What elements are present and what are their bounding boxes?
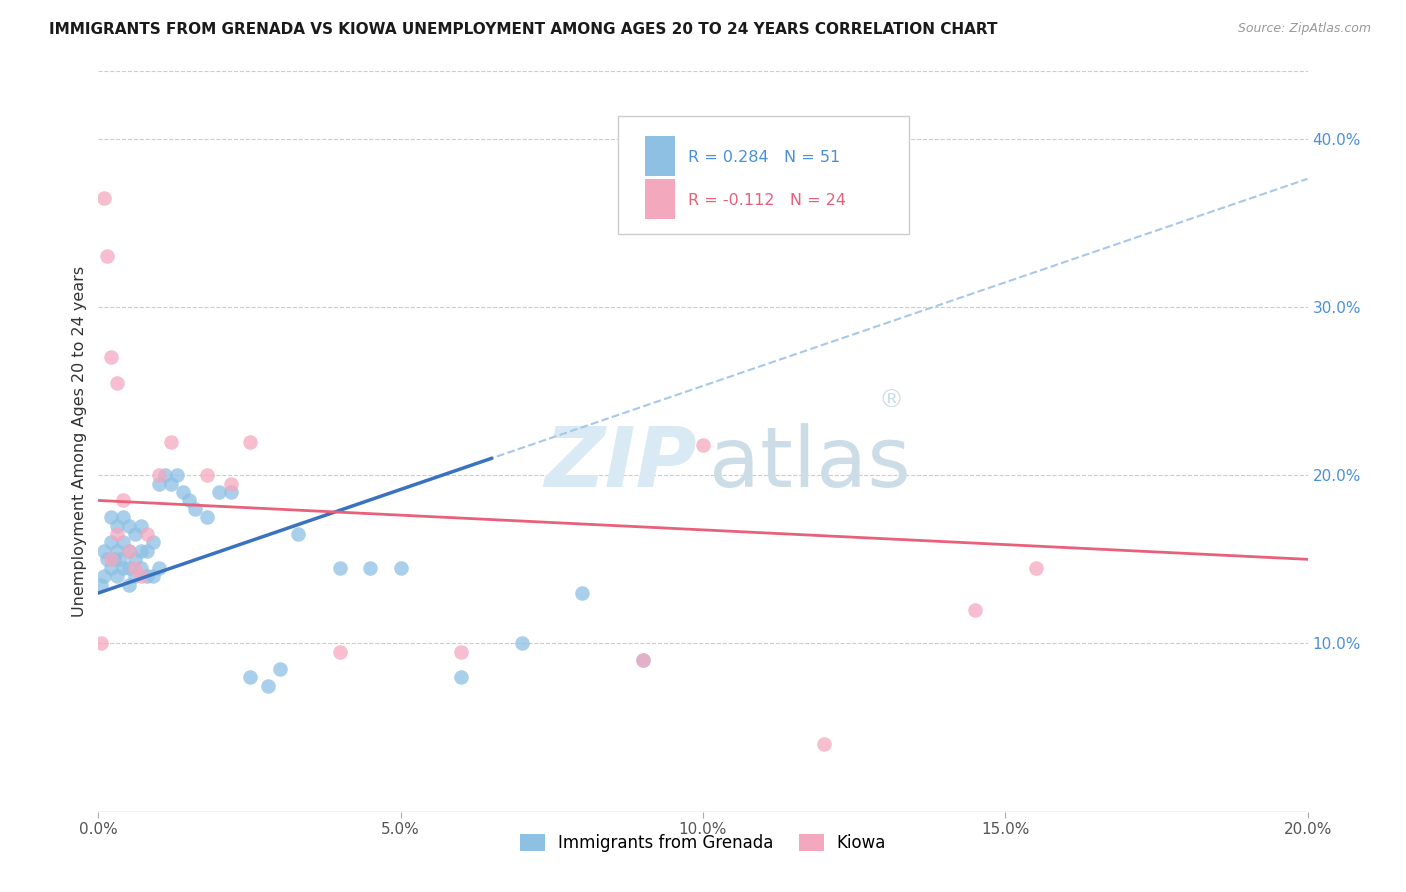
FancyBboxPatch shape (619, 116, 908, 235)
Point (239, 670, 262, 684)
Point (111, 510, 134, 524)
Point (208, 485, 231, 500)
Point (965, 603, 987, 617)
Text: atlas: atlas (709, 423, 911, 504)
Text: R = 0.284   N = 51: R = 0.284 N = 51 (689, 151, 841, 166)
Point (631, 653, 654, 667)
Point (90, 577, 112, 591)
Point (172, 485, 194, 500)
Point (108, 552, 131, 566)
Point (571, 586, 593, 600)
Point (221, 476, 243, 491)
Point (100, 535, 122, 549)
Point (118, 544, 141, 558)
Point (118, 577, 141, 591)
Text: ®: ® (879, 389, 904, 413)
Point (129, 544, 152, 558)
Point (135, 569, 157, 583)
Point (96, 552, 118, 566)
Point (389, 560, 412, 574)
FancyBboxPatch shape (645, 136, 675, 177)
Point (124, 552, 146, 566)
Point (450, 645, 472, 659)
Y-axis label: Unemployment Among Ages 20 to 24 years: Unemployment Among Ages 20 to 24 years (72, 266, 87, 617)
Point (93, 544, 115, 558)
Point (450, 670, 472, 684)
Text: R = -0.112   N = 24: R = -0.112 N = 24 (689, 194, 846, 209)
Point (111, 493, 134, 508)
Point (105, 569, 128, 583)
Point (631, 653, 654, 667)
Point (105, 544, 128, 558)
Point (160, 476, 183, 491)
Point (179, 493, 201, 508)
Point (111, 535, 134, 549)
Point (129, 560, 152, 574)
Point (90, 636, 112, 650)
Text: IMMIGRANTS FROM GRENADA VS KIOWA UNEMPLOYMENT AMONG AGES 20 TO 24 YEARS CORRELAT: IMMIGRANTS FROM GRENADA VS KIOWA UNEMPLO… (49, 22, 998, 37)
Point (195, 510, 218, 524)
Point (135, 527, 157, 541)
Point (118, 560, 141, 574)
Point (100, 351, 122, 365)
Point (239, 434, 262, 449)
Point (813, 738, 835, 752)
Point (510, 636, 533, 650)
Point (124, 560, 146, 574)
Point (160, 434, 183, 449)
Point (96, 249, 118, 264)
Point (256, 679, 278, 693)
Point (111, 560, 134, 574)
Point (100, 560, 122, 574)
Point (153, 468, 176, 483)
Point (105, 518, 128, 533)
Point (360, 560, 382, 574)
Point (269, 662, 291, 676)
Point (124, 527, 146, 541)
Point (118, 518, 141, 533)
Point (166, 468, 188, 483)
Point (148, 476, 170, 491)
Point (184, 501, 207, 516)
Point (329, 645, 352, 659)
Point (93, 569, 115, 583)
Point (124, 569, 146, 583)
Text: ZIP: ZIP (544, 423, 697, 504)
Point (129, 569, 152, 583)
Point (329, 560, 352, 574)
Point (287, 527, 309, 541)
FancyBboxPatch shape (645, 178, 675, 219)
Point (692, 438, 714, 452)
Point (103, 552, 125, 566)
Point (100, 510, 122, 524)
Point (100, 552, 122, 566)
Legend: Immigrants from Grenada, Kiowa: Immigrants from Grenada, Kiowa (513, 828, 893, 859)
Point (1024, 560, 1046, 574)
Point (135, 544, 157, 558)
Point (105, 527, 128, 541)
Point (148, 468, 170, 483)
Point (221, 485, 243, 500)
Point (142, 569, 165, 583)
Point (195, 468, 218, 483)
Text: Source: ZipAtlas.com: Source: ZipAtlas.com (1237, 22, 1371, 36)
Point (129, 518, 152, 533)
Point (93, 190, 115, 204)
Point (142, 535, 165, 549)
Point (148, 560, 170, 574)
Point (105, 376, 128, 390)
Point (118, 544, 141, 558)
